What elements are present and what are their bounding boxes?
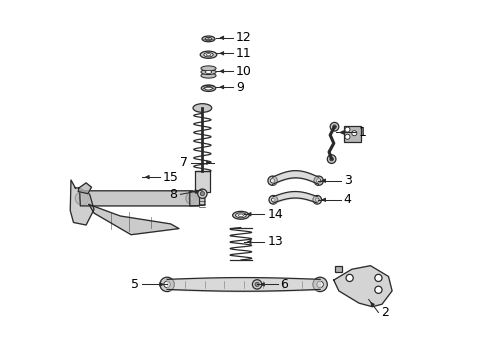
Polygon shape — [70, 180, 94, 225]
Circle shape — [346, 274, 352, 282]
Text: 8: 8 — [169, 188, 177, 201]
Polygon shape — [189, 191, 204, 206]
Polygon shape — [89, 204, 179, 235]
Circle shape — [344, 134, 349, 139]
Circle shape — [267, 176, 277, 185]
Ellipse shape — [193, 104, 211, 112]
Circle shape — [254, 282, 259, 287]
Text: 15: 15 — [163, 171, 178, 184]
Circle shape — [374, 274, 381, 282]
Circle shape — [200, 192, 204, 196]
Circle shape — [313, 176, 323, 185]
Bar — [195, 171, 209, 192]
Ellipse shape — [232, 211, 249, 219]
Ellipse shape — [203, 53, 213, 57]
Circle shape — [75, 192, 88, 205]
Polygon shape — [80, 191, 199, 206]
Bar — [343, 126, 360, 142]
Circle shape — [270, 179, 274, 183]
Circle shape — [271, 198, 275, 202]
Ellipse shape — [206, 54, 210, 56]
Ellipse shape — [204, 86, 212, 90]
Ellipse shape — [235, 213, 246, 218]
Text: 4: 4 — [343, 193, 351, 206]
Circle shape — [316, 179, 320, 183]
Ellipse shape — [205, 37, 211, 40]
Circle shape — [344, 127, 349, 132]
Circle shape — [316, 281, 323, 288]
Ellipse shape — [200, 51, 216, 58]
Circle shape — [312, 277, 326, 292]
Circle shape — [188, 196, 193, 201]
Circle shape — [374, 286, 381, 293]
Circle shape — [312, 195, 321, 204]
Circle shape — [326, 155, 335, 163]
Circle shape — [351, 131, 356, 136]
Text: 2: 2 — [381, 306, 388, 319]
Text: 7: 7 — [180, 156, 188, 169]
Circle shape — [315, 198, 318, 202]
Text: 11: 11 — [235, 47, 251, 60]
Circle shape — [332, 125, 336, 129]
Text: 13: 13 — [266, 235, 283, 248]
Circle shape — [252, 280, 261, 289]
Ellipse shape — [201, 85, 215, 91]
Circle shape — [268, 195, 277, 204]
Ellipse shape — [205, 71, 211, 73]
Text: 12: 12 — [235, 31, 251, 44]
Text: 5: 5 — [131, 278, 139, 291]
Ellipse shape — [238, 214, 243, 216]
Circle shape — [329, 122, 338, 131]
Text: 1: 1 — [358, 126, 366, 139]
Text: 9: 9 — [235, 81, 243, 94]
Ellipse shape — [201, 69, 216, 75]
Ellipse shape — [201, 73, 216, 78]
Text: 14: 14 — [266, 208, 283, 221]
Ellipse shape — [202, 36, 215, 42]
Text: 6: 6 — [280, 278, 288, 291]
Ellipse shape — [201, 66, 216, 71]
Text: 10: 10 — [235, 65, 251, 78]
Polygon shape — [78, 183, 91, 194]
Circle shape — [185, 193, 196, 204]
Circle shape — [197, 189, 206, 198]
Polygon shape — [333, 266, 391, 307]
Text: 3: 3 — [343, 174, 351, 187]
Circle shape — [79, 195, 84, 201]
Circle shape — [329, 157, 333, 161]
Bar — [334, 266, 342, 272]
Circle shape — [163, 281, 170, 288]
Circle shape — [160, 277, 174, 292]
